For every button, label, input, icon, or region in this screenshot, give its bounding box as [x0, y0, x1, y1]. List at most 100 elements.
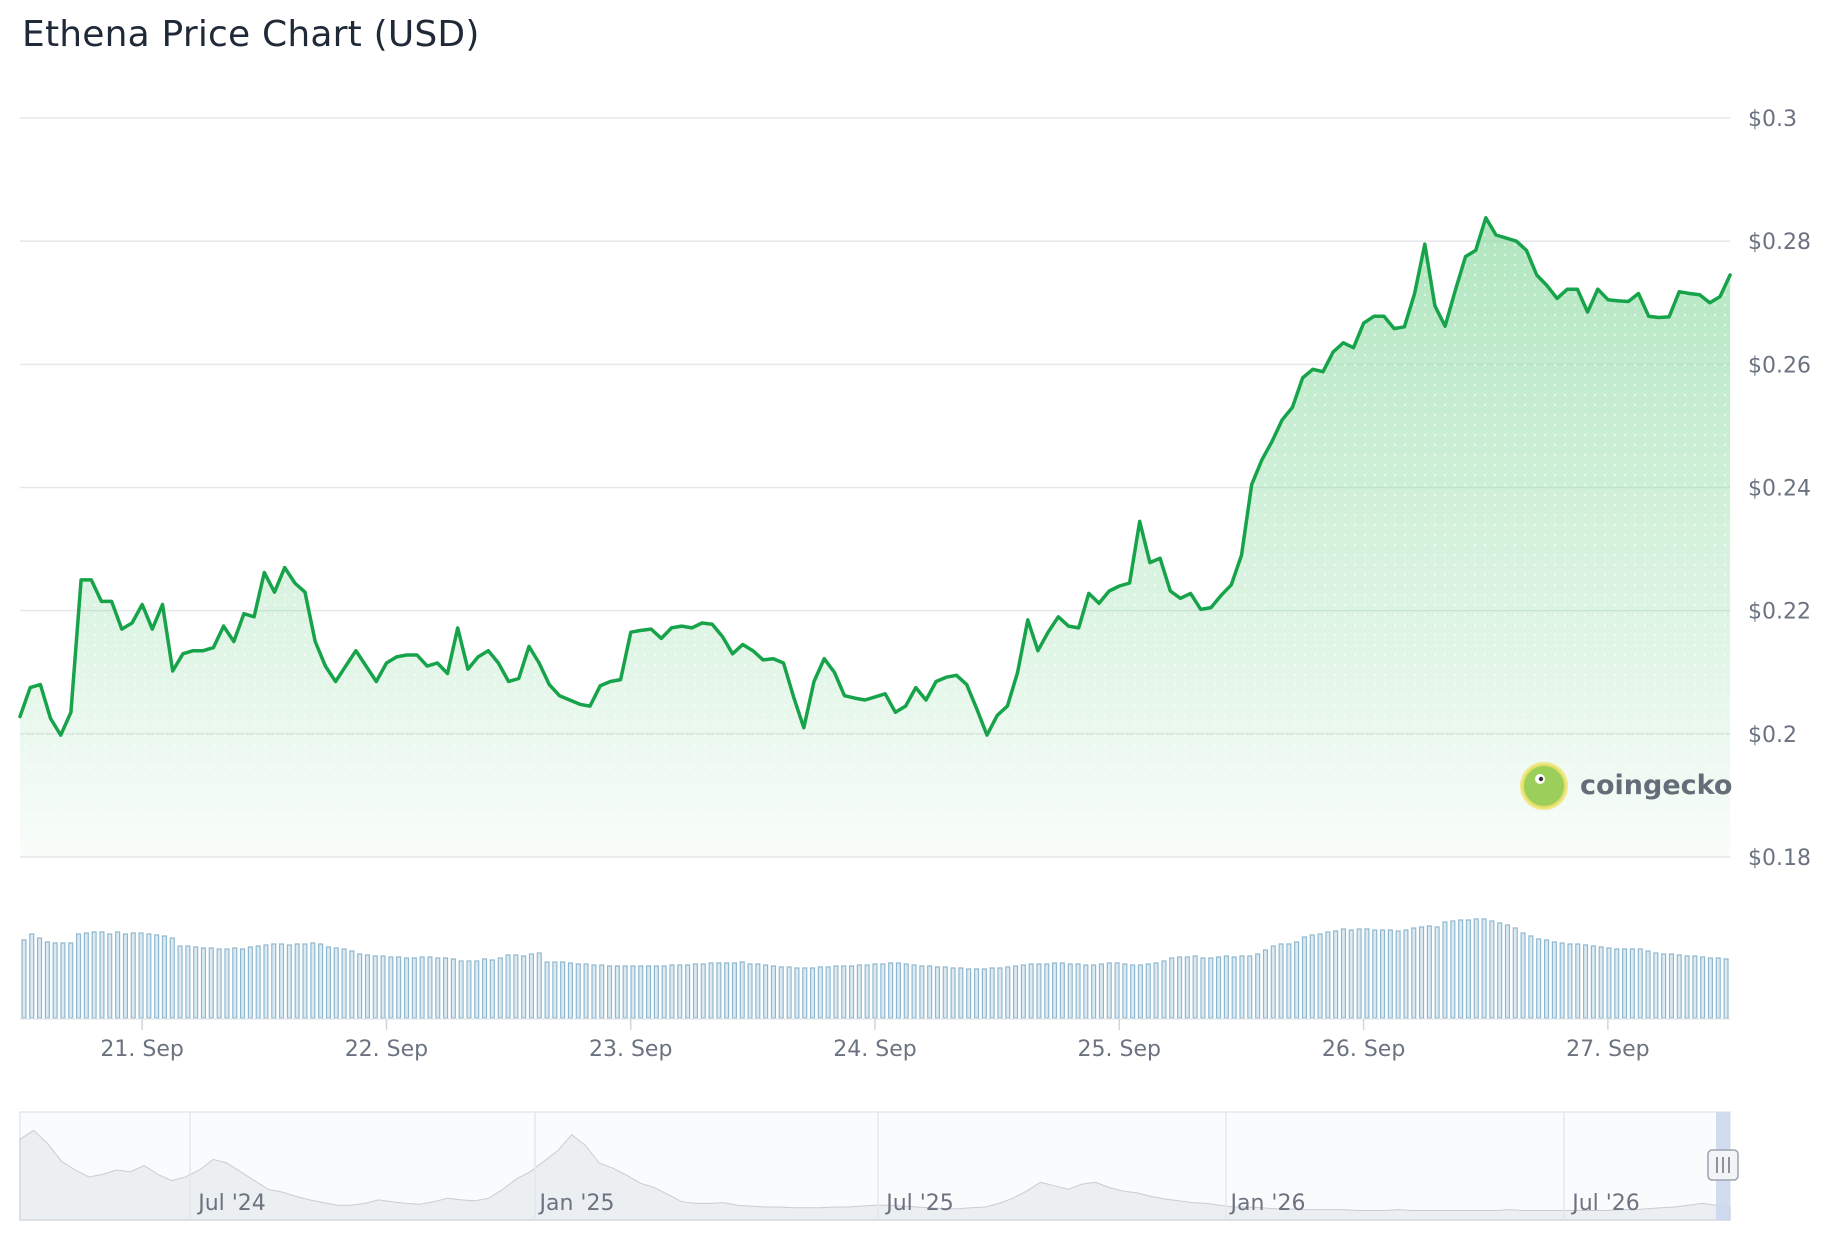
volume-bar [888, 962, 894, 1019]
volume-bar [958, 967, 964, 1019]
x-tick-label: 22. Sep [345, 1037, 428, 1062]
volume-bar [1512, 927, 1518, 1019]
volume-bar [1294, 941, 1300, 1019]
volume-bar [1473, 918, 1479, 1019]
volume-bar [1231, 956, 1237, 1019]
price-line [18, 216, 1732, 737]
volume-bar [489, 959, 495, 1019]
volume-bar [778, 966, 784, 1019]
volume-bar [341, 948, 347, 1019]
volume-bar [591, 964, 597, 1019]
volume-bar [606, 965, 613, 1019]
volume-bar [1707, 957, 1714, 1019]
volume-bar [372, 955, 378, 1019]
volume-bar [482, 958, 488, 1019]
volume-bar [1262, 949, 1269, 1019]
volume-bar [83, 932, 89, 1019]
volume-bar [997, 967, 1003, 1019]
volume-bar [903, 963, 909, 1019]
volume-bar [1621, 948, 1628, 1019]
volume-bar [349, 950, 355, 1019]
volume-bar [1114, 962, 1120, 1019]
volume-bar [1536, 938, 1542, 1019]
volume-bar [1106, 962, 1112, 1019]
navigator[interactable]: Jul '24 Jan '25 Jul '25 Jan '26 Jul '26 [19, 1111, 1739, 1221]
volume-bar [357, 953, 363, 1019]
volume-bar [294, 943, 300, 1019]
volume-bar [138, 932, 144, 1019]
navigator-tick-label: Jul '24 [196, 1191, 266, 1216]
volume-bar [1348, 929, 1354, 1019]
volume-bar [1582, 944, 1589, 1019]
navigator-tick-label: Jan '26 [1229, 1191, 1306, 1216]
volume-bar [536, 952, 542, 1019]
volume-bar [1426, 925, 1432, 1019]
volume-bar [833, 965, 839, 1019]
volume-bar [388, 956, 394, 1019]
volume-bar [1012, 965, 1019, 1019]
volume-bar [161, 935, 168, 1019]
volume-bar [1481, 918, 1487, 1019]
volume-bar [528, 953, 535, 1019]
volume-bar [1200, 957, 1206, 1019]
volume-bar [638, 965, 644, 1019]
volume-bar [404, 957, 410, 1019]
volume-bar [1442, 921, 1448, 1019]
volume-bar [427, 956, 433, 1019]
volume-bar [1255, 953, 1261, 1019]
volume-bar [1551, 941, 1557, 1019]
volume-bar [669, 964, 675, 1019]
volume-bar [29, 933, 35, 1019]
volume-bar [1379, 929, 1386, 1019]
volume-bar [880, 963, 886, 1019]
volume-bar [1661, 953, 1667, 1019]
volume-bar [130, 932, 136, 1019]
volume-bar [154, 934, 160, 1019]
volume-bar [1278, 943, 1284, 1019]
volume-bar [1059, 962, 1065, 1019]
y-tick-label: $0.24 [1748, 477, 1811, 502]
volume-bar [794, 967, 800, 1019]
volume-bar [1418, 926, 1425, 1019]
y-tick-label: $0.3 [1748, 107, 1797, 132]
price-line-layer [18, 216, 1732, 737]
volume-bar [1411, 927, 1417, 1019]
volume-bar [185, 945, 191, 1019]
volume-bar [1715, 957, 1721, 1019]
volume-bar [966, 968, 972, 1019]
volume-bar [169, 937, 175, 1019]
volume-bar [1614, 948, 1620, 1019]
x-axis: 21. Sep 22. Sep 23. Sep 24. Sep 25. Sep 26. S… [20, 1018, 1730, 1062]
volume-bar [247, 946, 253, 1019]
volume-bar [809, 967, 816, 1019]
volume-bar [1247, 955, 1253, 1019]
volume-bar [1520, 932, 1526, 1019]
coingecko-icon-ring [1520, 762, 1568, 810]
volume-bar [575, 963, 581, 1019]
volume-bar [1723, 958, 1729, 1019]
volume-bar [911, 964, 917, 1019]
volume-bar [1559, 942, 1565, 1019]
volume-bar [1176, 956, 1183, 1019]
volume-bar [1223, 955, 1229, 1019]
volume-bar [1184, 956, 1190, 1019]
volume-bar [122, 933, 129, 1019]
volume-bar [692, 963, 699, 1019]
volume-bar [1364, 928, 1370, 1019]
volume-bar [177, 945, 183, 1019]
volume-bar [216, 948, 222, 1019]
volume-bar [973, 968, 980, 1019]
volume-bar [208, 947, 214, 1019]
volume-bar [661, 965, 667, 1019]
volume-bar [1676, 954, 1682, 1019]
volume-bar [450, 958, 456, 1019]
volume-bar [1317, 933, 1323, 1019]
volume-bar [200, 947, 207, 1019]
volume-bar [739, 961, 745, 1019]
volume-bar [1161, 960, 1167, 1019]
volume-bar [934, 966, 941, 1019]
coingecko-pupil [1538, 776, 1544, 782]
price-area-dots [20, 217, 1731, 858]
volume-bar [560, 961, 566, 1019]
